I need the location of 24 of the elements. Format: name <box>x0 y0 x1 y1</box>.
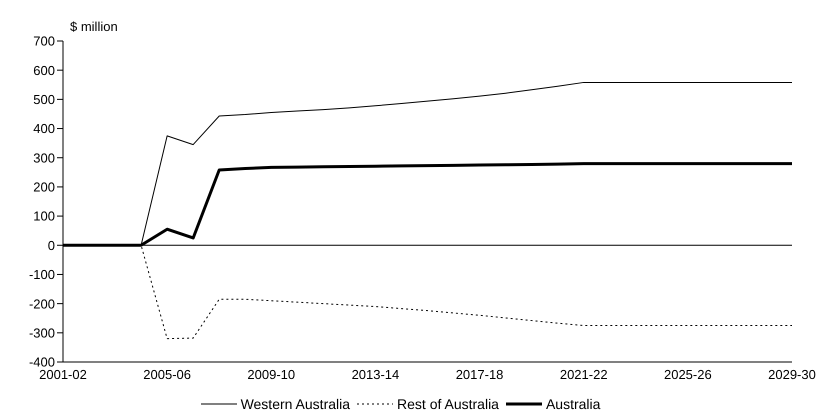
y-tick-label: 600 <box>33 62 55 78</box>
legend-label: Rest of Australia <box>396 396 499 412</box>
y-axis-title: $ million <box>70 19 118 34</box>
legend-label: Western Australia <box>240 396 350 412</box>
x-tick-label: 2017-18 <box>456 367 504 382</box>
y-tick-label: 100 <box>33 208 55 224</box>
x-tick-label: 2001-02 <box>39 367 87 382</box>
y-tick-label: 400 <box>33 121 55 136</box>
x-tick-label: 2021-22 <box>560 367 608 382</box>
y-tick-label: 500 <box>33 92 55 107</box>
y-tick-label: 0 <box>48 238 55 253</box>
y-tick-label: 300 <box>33 150 55 166</box>
y-tick-label: -300 <box>28 325 55 340</box>
x-tick-label: 2009-10 <box>247 367 296 382</box>
y-tick-label: -400 <box>28 354 55 370</box>
y-tick-label: 700 <box>33 34 55 49</box>
y-tick-label: -100 <box>28 267 55 282</box>
x-tick-label: 2005-06 <box>143 367 191 382</box>
y-tick-label: -200 <box>28 296 55 312</box>
x-tick-label: 2029-30 <box>768 367 816 382</box>
y-tick-label: 200 <box>33 180 55 195</box>
x-tick-label: 2025-26 <box>664 367 712 382</box>
x-tick-label: 2013-14 <box>352 367 400 382</box>
legend-label: Australia <box>544 396 600 412</box>
